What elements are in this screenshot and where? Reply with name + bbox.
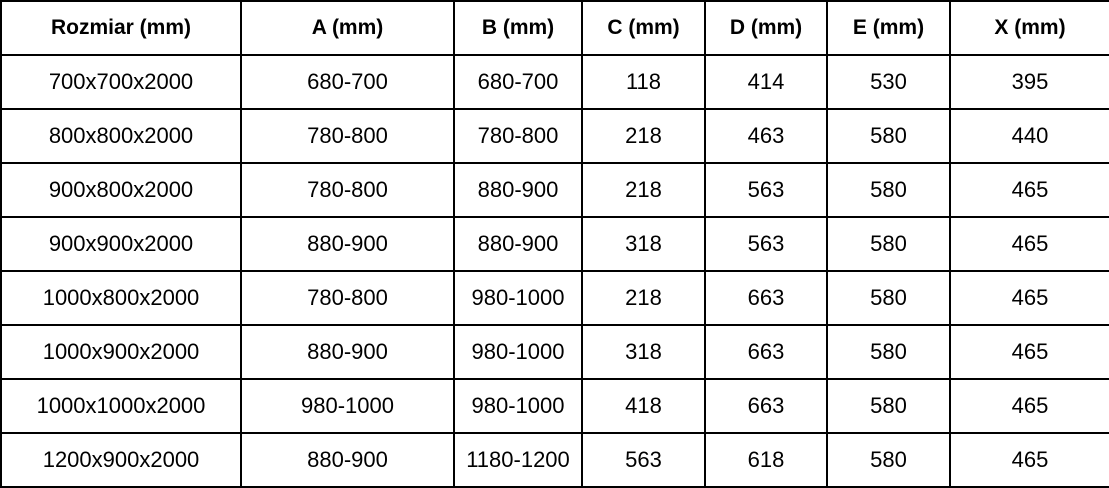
table-row: 1200x900x2000 880-900 1180-1200 563 618 580 46… bbox=[0, 432, 1109, 488]
table-cell: 580 bbox=[826, 270, 951, 326]
table-cell: 530 bbox=[826, 54, 951, 110]
table-cell: 780-800 bbox=[240, 270, 455, 326]
table-cell: 465 bbox=[949, 324, 1109, 380]
table-cell: 800x800x2000 bbox=[0, 108, 242, 164]
table-cell: 1000x1000x2000 bbox=[0, 378, 242, 434]
table-cell: 318 bbox=[581, 216, 706, 272]
column-header-c: C (mm) bbox=[581, 0, 706, 56]
table-cell: 980-1000 bbox=[453, 378, 583, 434]
table-row: 1000x800x2000 780-800 980-1000 218 663 580 465 bbox=[0, 270, 1109, 326]
table-cell: 980-1000 bbox=[240, 378, 455, 434]
table-cell: 580 bbox=[826, 432, 951, 488]
table-cell: 880-900 bbox=[453, 162, 583, 218]
header-row: Rozmiar (mm) A (mm) B (mm) C (mm) D (mm)… bbox=[0, 0, 1109, 56]
table-cell: 618 bbox=[704, 432, 828, 488]
table-cell: 463 bbox=[704, 108, 828, 164]
table-cell: 880-900 bbox=[240, 432, 455, 488]
table-cell: 1180-1200 bbox=[453, 432, 583, 488]
table-cell: 980-1000 bbox=[453, 324, 583, 380]
table-cell: 440 bbox=[949, 108, 1109, 164]
table-cell: 218 bbox=[581, 270, 706, 326]
column-header-b: B (mm) bbox=[453, 0, 583, 56]
table-cell: 580 bbox=[826, 108, 951, 164]
table-cell: 780-800 bbox=[240, 162, 455, 218]
table-cell: 563 bbox=[581, 432, 706, 488]
table-cell: 780-800 bbox=[240, 108, 455, 164]
table-cell: 465 bbox=[949, 216, 1109, 272]
table-cell: 880-900 bbox=[453, 216, 583, 272]
table-cell: 663 bbox=[704, 378, 828, 434]
table-cell: 418 bbox=[581, 378, 706, 434]
table-cell: 663 bbox=[704, 324, 828, 380]
table-cell: 900x800x2000 bbox=[0, 162, 242, 218]
table-cell: 880-900 bbox=[240, 216, 455, 272]
table-cell: 318 bbox=[581, 324, 706, 380]
table-row: 800x800x2000 780-800 780-800 218 463 580 440 bbox=[0, 108, 1109, 164]
column-header-a: A (mm) bbox=[240, 0, 455, 56]
table-cell: 1000x900x2000 bbox=[0, 324, 242, 380]
table-cell: 580 bbox=[826, 378, 951, 434]
table-cell: 218 bbox=[581, 162, 706, 218]
table-row: 900x900x2000 880-900 880-900 318 563 580 465 bbox=[0, 216, 1109, 272]
table-cell: 563 bbox=[704, 216, 828, 272]
table-cell: 680-700 bbox=[240, 54, 455, 110]
column-header-d: D (mm) bbox=[704, 0, 828, 56]
table-row: 900x800x2000 780-800 880-900 218 563 580 465 bbox=[0, 162, 1109, 218]
table-cell: 880-900 bbox=[240, 324, 455, 380]
table-row: 700x700x2000 680-700 680-700 118 414 530 395 bbox=[0, 54, 1109, 110]
table-cell: 465 bbox=[949, 270, 1109, 326]
table-cell: 580 bbox=[826, 324, 951, 380]
table-row: 1000x900x2000 880-900 980-1000 318 663 580 465 bbox=[0, 324, 1109, 380]
table-cell: 1000x800x2000 bbox=[0, 270, 242, 326]
table-body: 700x700x2000 680-700 680-700 118 414 530 395 80… bbox=[0, 54, 1109, 488]
table-cell: 395 bbox=[949, 54, 1109, 110]
table-cell: 465 bbox=[949, 432, 1109, 488]
table-cell: 980-1000 bbox=[453, 270, 583, 326]
column-header-rozmiar: Rozmiar (mm) bbox=[0, 0, 242, 56]
table-cell: 580 bbox=[826, 216, 951, 272]
table-cell: 1200x900x2000 bbox=[0, 432, 242, 488]
table-cell: 700x700x2000 bbox=[0, 54, 242, 110]
column-header-e: E (mm) bbox=[826, 0, 951, 56]
table-cell: 900x900x2000 bbox=[0, 216, 242, 272]
table-cell: 218 bbox=[581, 108, 706, 164]
table-cell: 465 bbox=[949, 378, 1109, 434]
table-cell: 780-800 bbox=[453, 108, 583, 164]
table-cell: 465 bbox=[949, 162, 1109, 218]
table-cell: 414 bbox=[704, 54, 828, 110]
table-row: 1000x1000x2000 980-1000 980-1000 418 663 580 4… bbox=[0, 378, 1109, 434]
table-cell: 580 bbox=[826, 162, 951, 218]
column-header-x: X (mm) bbox=[949, 0, 1109, 56]
table-cell: 680-700 bbox=[453, 54, 583, 110]
table-cell: 118 bbox=[581, 54, 706, 110]
table-header: Rozmiar (mm) A (mm) B (mm) C (mm) D (mm)… bbox=[0, 0, 1109, 56]
table-cell: 563 bbox=[704, 162, 828, 218]
table-cell: 663 bbox=[704, 270, 828, 326]
